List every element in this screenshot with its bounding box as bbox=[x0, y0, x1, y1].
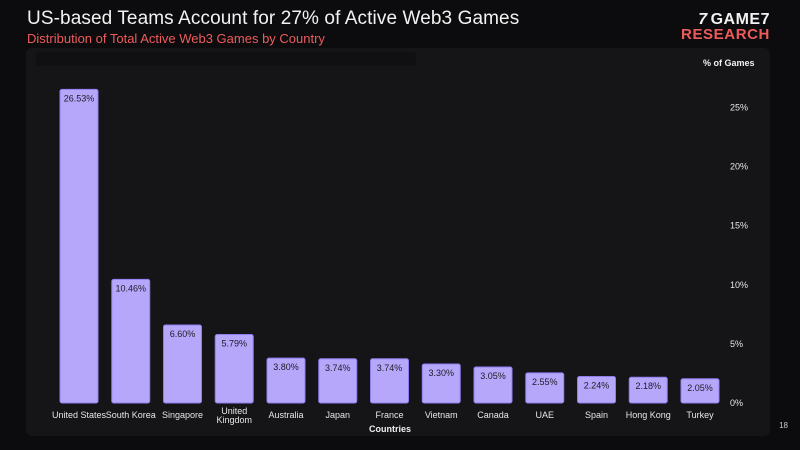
x-tick-label: Australia bbox=[268, 410, 303, 420]
y-axis-title: % of Games bbox=[703, 58, 755, 68]
x-tick-label: South Korea bbox=[106, 410, 156, 420]
x-tick-label: Vietnam bbox=[425, 410, 458, 420]
y-tick-label: 20% bbox=[730, 162, 748, 172]
y-tick-label: 15% bbox=[730, 221, 748, 231]
logo-subtitle: RESEARCH bbox=[681, 26, 770, 43]
y-tick-label: 5% bbox=[730, 339, 743, 349]
logo-wordmark: GAME7 bbox=[710, 11, 770, 28]
y-tick-label: 10% bbox=[730, 280, 748, 290]
bar-turkey bbox=[680, 378, 720, 404]
bar-value-label: 26.53% bbox=[64, 93, 95, 103]
bar-value-label: 10.46% bbox=[115, 283, 146, 293]
bar-value-label: 6.60% bbox=[170, 329, 196, 339]
bar-japan bbox=[318, 358, 358, 404]
bar-singapore bbox=[163, 324, 202, 404]
bar-value-label: 3.80% bbox=[273, 362, 299, 372]
bar-value-label: 3.74% bbox=[325, 363, 351, 373]
bar-value-label: 5.79% bbox=[221, 339, 247, 349]
y-tick-label: 0% bbox=[730, 398, 743, 408]
x-tick-label: Hong Kong bbox=[626, 410, 671, 420]
bar-united-states bbox=[59, 88, 99, 404]
bar-spain bbox=[577, 376, 616, 404]
bar-france bbox=[370, 358, 409, 404]
page-title: US-based Teams Account for 27% of Active… bbox=[27, 8, 520, 29]
bar-hong-kong bbox=[628, 376, 668, 404]
bar-united-kingdom bbox=[214, 334, 254, 404]
x-axis-title: Countries bbox=[369, 424, 411, 434]
bar-value-label: 2.05% bbox=[687, 383, 713, 393]
x-tick-label: Turkey bbox=[686, 410, 714, 420]
bar-value-label: 3.74% bbox=[377, 363, 403, 373]
bar-value-label: 2.18% bbox=[635, 381, 661, 391]
bar-value-label: 3.05% bbox=[480, 371, 506, 381]
chart-panel-band bbox=[36, 52, 416, 66]
bar-value-label: 3.30% bbox=[428, 368, 454, 378]
bar-australia bbox=[266, 357, 306, 404]
game7-research-logo: 7 GAME7 RESEARCH bbox=[660, 11, 770, 43]
logo-mark-icon: 7 bbox=[698, 11, 708, 28]
x-tick-label: United Kingdom bbox=[216, 406, 252, 425]
page-number: 18 bbox=[779, 421, 788, 430]
x-tick-label: Spain bbox=[585, 410, 608, 420]
x-tick-label: Japan bbox=[325, 410, 350, 420]
x-tick-label: UAE bbox=[535, 410, 554, 420]
bar-vietnam bbox=[421, 363, 461, 404]
bar-south-korea bbox=[111, 278, 151, 404]
bar-value-label: 2.55% bbox=[532, 377, 558, 387]
x-tick-label: Singapore bbox=[162, 410, 203, 420]
x-tick-label: Canada bbox=[477, 410, 509, 420]
bar-uae bbox=[525, 372, 565, 404]
x-tick-label: United States bbox=[52, 410, 107, 420]
bar-value-label: 2.24% bbox=[584, 381, 610, 391]
x-tick-label: France bbox=[375, 410, 403, 420]
page-subtitle: Distribution of Total Active Web3 Games … bbox=[27, 31, 325, 46]
bar-canada bbox=[473, 366, 513, 404]
y-tick-label: 25% bbox=[730, 103, 748, 113]
